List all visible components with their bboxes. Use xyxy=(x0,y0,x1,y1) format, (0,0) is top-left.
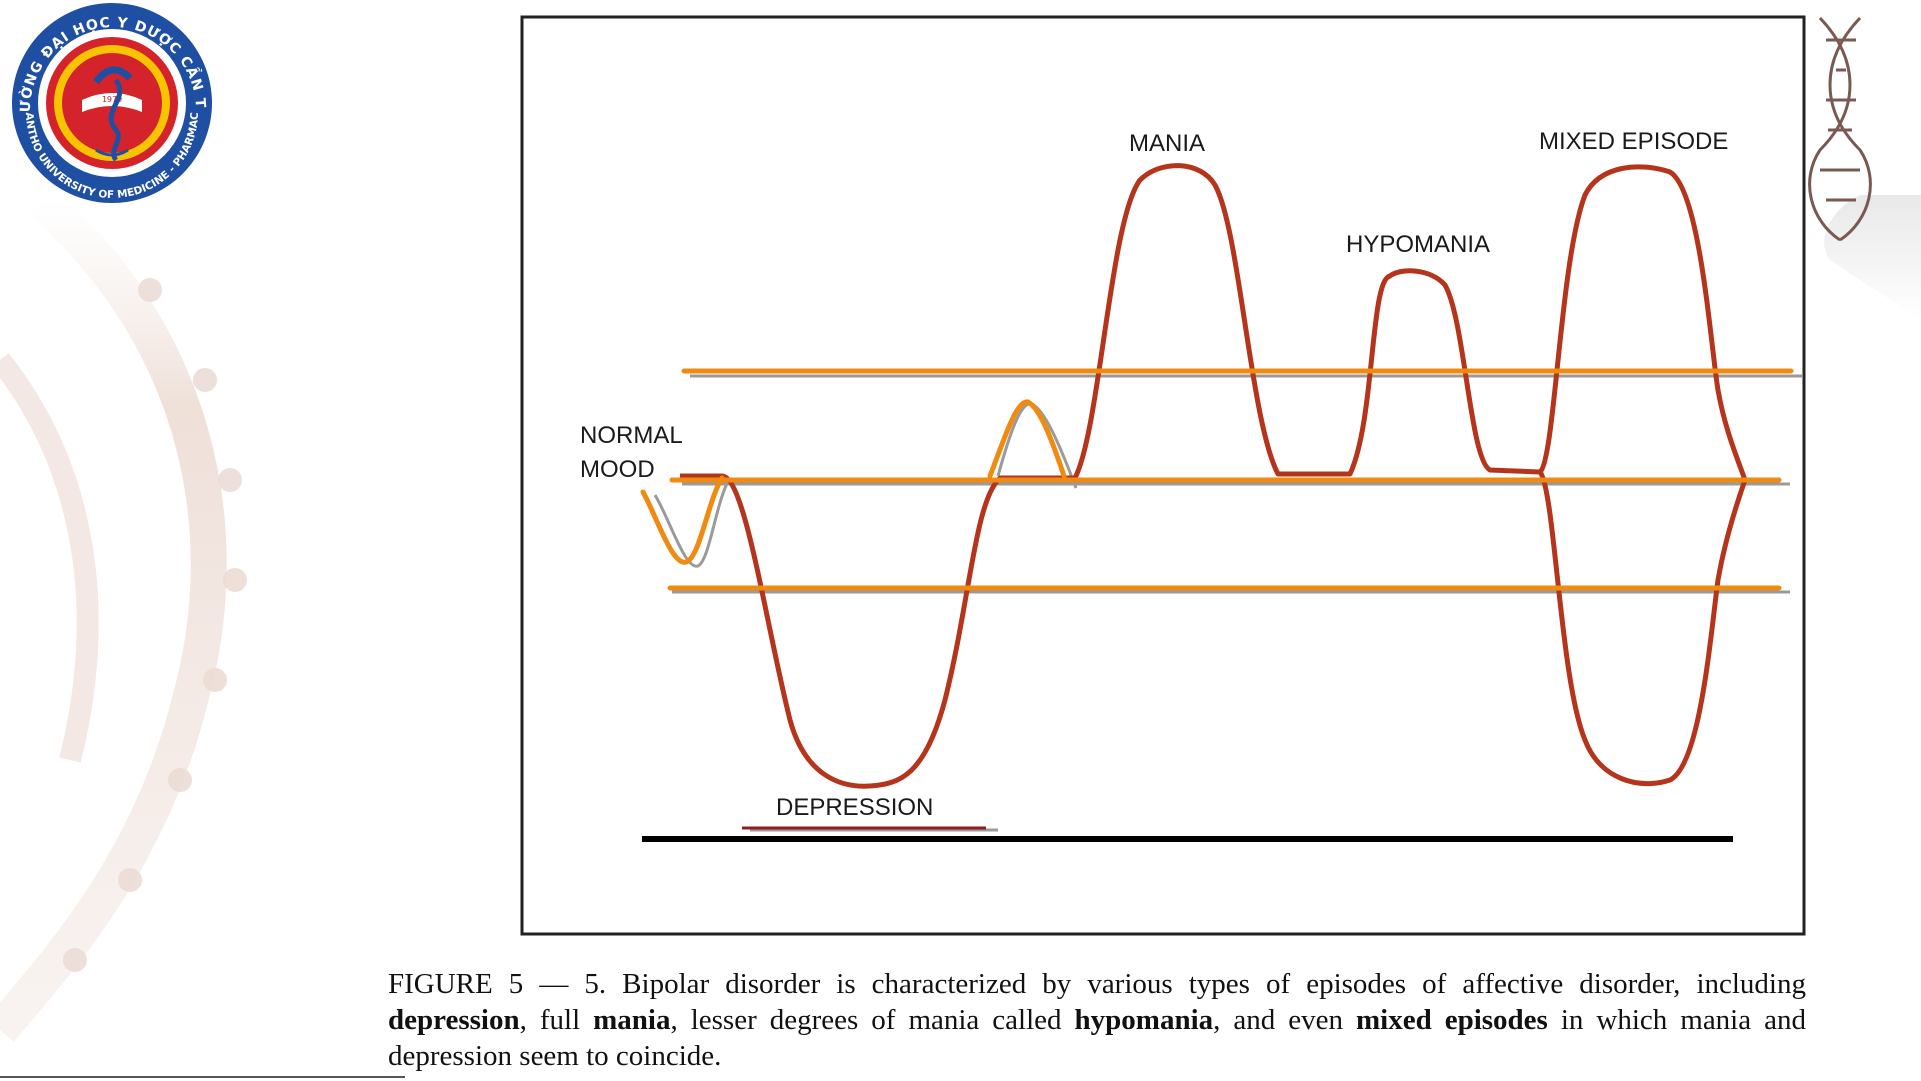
label-normal-line1: NORMAL xyxy=(580,422,683,449)
figure-caption: FIGURE 5 — 5. Bipolar disorder is charac… xyxy=(388,966,1806,1074)
caption-bold-hypomania: hypomania xyxy=(1074,1004,1214,1036)
university-logo: TRƯỜNG ĐẠI HỌC Y DƯỢC CẦN THƠ CANTHO UNI… xyxy=(0,0,212,203)
caption-mid2: , lesser degrees of mania called xyxy=(670,1004,1075,1036)
mood-curve xyxy=(680,163,1748,789)
orange-annotation-lines xyxy=(640,368,1794,591)
caption-bold-mixed: mixed episodes xyxy=(1356,1004,1548,1036)
label-mixed-episode: MIXED EPISODE xyxy=(1539,128,1729,155)
caption-bold-mania: mania xyxy=(593,1004,671,1036)
label-hypomania: HYPOMANIA xyxy=(1346,231,1491,258)
caption-bold-depression: depression xyxy=(388,1004,520,1036)
logo-year: 1979 xyxy=(102,95,122,104)
caption-mid3: , and even xyxy=(1213,1004,1356,1036)
mixed-episode-lower-curve xyxy=(1537,470,1748,787)
normal-mood-wave-right xyxy=(987,399,1067,479)
normal-mood-wave-left xyxy=(640,475,725,565)
label-normal-line2: MOOD xyxy=(580,456,655,483)
caption-suffix: in which mania and depression seem to co… xyxy=(388,1004,1806,1072)
bottom-rule xyxy=(0,1076,405,1078)
label-mania: MANIA xyxy=(1129,130,1206,157)
label-depression: DEPRESSION xyxy=(776,794,934,821)
caption-mid1: , full xyxy=(519,1004,594,1036)
reference-shadow-lines xyxy=(653,374,1802,832)
caption-prefix: FIGURE 5 — 5. Bipolar disorder is charac… xyxy=(388,968,1806,1000)
